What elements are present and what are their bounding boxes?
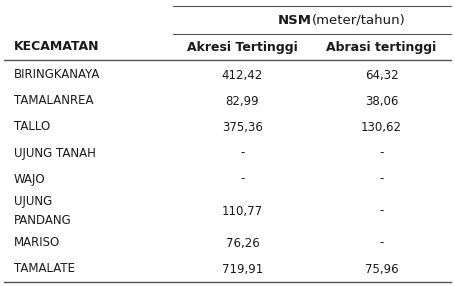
Text: PANDANG: PANDANG — [14, 214, 71, 227]
Text: -: - — [379, 204, 384, 217]
Text: TAMALATE: TAMALATE — [14, 263, 75, 275]
Text: (meter/tahun): (meter/tahun) — [312, 13, 406, 27]
Text: TAMALANREA: TAMALANREA — [14, 94, 93, 108]
Text: 110,77: 110,77 — [222, 204, 263, 217]
Text: UJUNG: UJUNG — [14, 195, 52, 208]
Text: 38,06: 38,06 — [365, 94, 398, 108]
Text: 412,42: 412,42 — [222, 69, 263, 82]
Text: 75,96: 75,96 — [364, 263, 398, 275]
Text: Akresi Tertinggi: Akresi Tertinggi — [187, 41, 298, 53]
Text: WAJO: WAJO — [14, 172, 46, 186]
Text: -: - — [379, 146, 384, 160]
Text: 130,62: 130,62 — [361, 120, 402, 134]
Text: 76,26: 76,26 — [226, 237, 259, 249]
Text: -: - — [240, 146, 245, 160]
Text: TALLO: TALLO — [14, 120, 50, 134]
Text: BIRINGKANAYA: BIRINGKANAYA — [14, 69, 100, 82]
Text: -: - — [240, 172, 245, 186]
Text: 375,36: 375,36 — [222, 120, 263, 134]
Text: NSM: NSM — [278, 13, 312, 27]
Text: KECAMATAN: KECAMATAN — [14, 41, 99, 53]
Text: 64,32: 64,32 — [364, 69, 398, 82]
Text: -: - — [379, 237, 384, 249]
Text: -: - — [379, 172, 384, 186]
Text: Abrasi tertinggi: Abrasi tertinggi — [326, 41, 437, 53]
Text: MARISO: MARISO — [14, 237, 60, 249]
Text: UJUNG TANAH: UJUNG TANAH — [14, 146, 96, 160]
Text: 82,99: 82,99 — [226, 94, 259, 108]
Text: 719,91: 719,91 — [222, 263, 263, 275]
